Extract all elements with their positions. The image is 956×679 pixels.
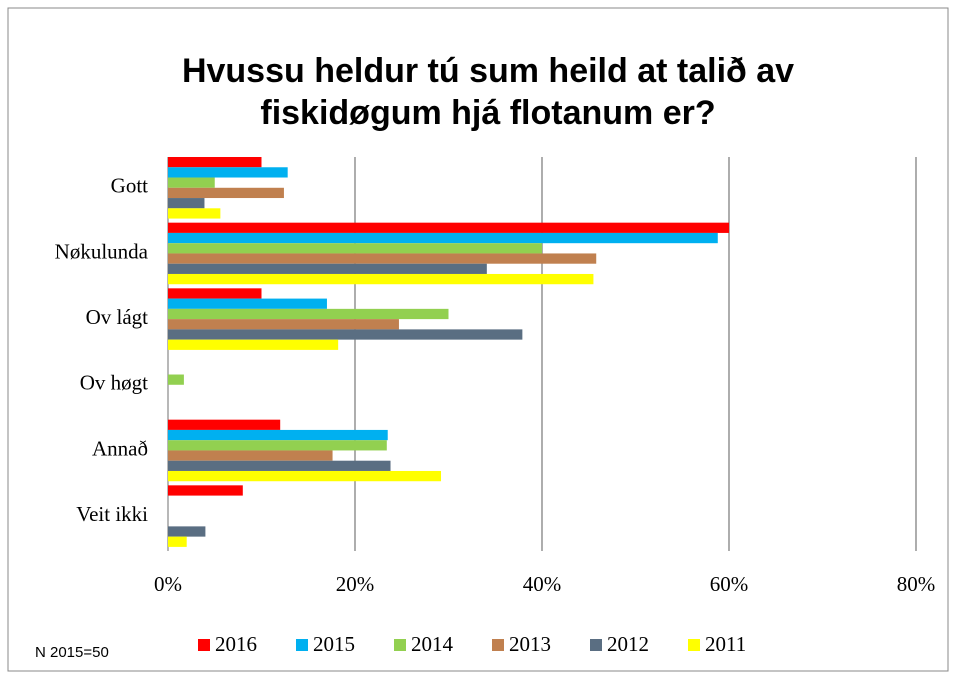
bar [168,157,262,168]
legend-swatch [296,639,308,651]
bar [168,288,262,299]
bar [168,187,284,199]
y-tick-label: Nøkulunda [55,239,149,263]
bar [168,177,215,188]
legend-swatch [394,639,406,651]
y-tick-label: Ov lágt [86,305,149,329]
x-tick-label: 0% [154,572,182,596]
bar [168,319,399,330]
bar [168,526,206,537]
x-tick-label: 40% [523,572,562,596]
chart-title: Hvussu heldur tú sum heild at talið av [182,52,794,90]
bar [168,308,449,320]
x-tick-label: 80% [897,572,936,596]
legend-swatch [492,639,504,651]
bar [168,208,221,219]
bar [168,243,542,254]
y-tick-label: Gott [111,174,149,198]
legend-label: 2014 [411,632,454,656]
legend-label: 2016 [215,632,257,656]
y-tick-label: Veit ikki [76,502,148,526]
legend-label: 2011 [705,632,746,656]
legend-label: 2012 [607,632,649,656]
legend-swatch [198,639,210,651]
bar [168,485,243,496]
bar [168,232,718,244]
legend-swatch [590,639,602,651]
bar [168,329,523,340]
bar [168,419,281,430]
bar [168,222,729,233]
bar [168,167,288,178]
bar [168,198,205,209]
bar [168,536,187,547]
legend-label: 2013 [509,632,551,656]
legend-swatch [688,639,700,651]
y-tick-label: Annað [92,436,148,460]
bar [168,374,184,385]
y-tick-label: Ov høgt [80,371,148,395]
chart-title: fiskidøgum hjá flotanum er? [260,94,715,132]
bar [168,263,487,274]
bar [168,273,594,285]
bar [168,429,388,441]
legend-label: 2015 [313,632,355,656]
bar [168,460,391,471]
bar [168,253,597,264]
x-tick-label: 60% [710,572,749,596]
bar [168,450,333,461]
bar [168,440,387,451]
bar [168,298,327,309]
x-tick-label: 20% [336,572,375,596]
bar [168,470,442,482]
note: N 2015=50 [35,644,109,661]
bar [168,339,339,350]
